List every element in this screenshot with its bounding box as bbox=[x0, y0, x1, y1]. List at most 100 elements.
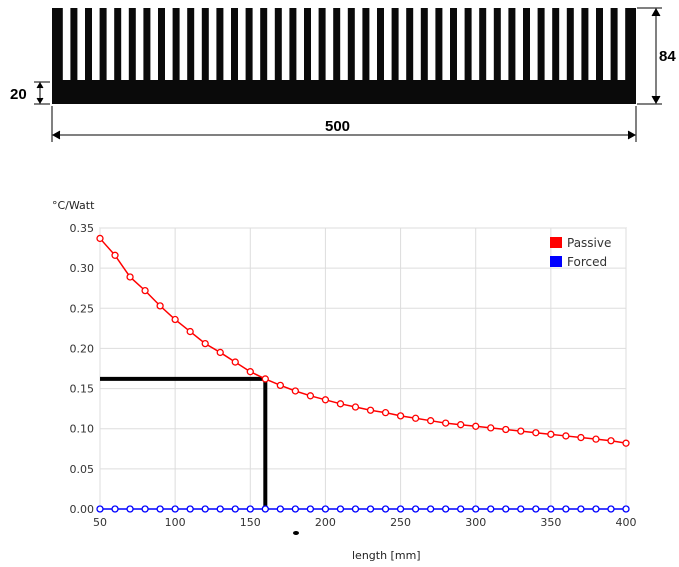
data-point-passive bbox=[547, 430, 555, 438]
dimension-lines bbox=[34, 7, 662, 142]
heatsink-fin bbox=[333, 8, 341, 82]
legend-label-forced: Forced bbox=[567, 255, 607, 269]
heatsink-fin bbox=[304, 8, 311, 82]
data-point-forced bbox=[231, 505, 239, 513]
x-axis-ticks: 50 100 150 200 250 300 350 400 bbox=[93, 516, 637, 529]
data-point-passive bbox=[607, 437, 615, 445]
heatsink-fin bbox=[362, 8, 370, 82]
y-tick-label: 0.00 bbox=[70, 503, 95, 516]
x-tick-label: 250 bbox=[390, 516, 411, 529]
heatsink-profile-drawing bbox=[52, 8, 636, 104]
heatsink-fin bbox=[245, 8, 253, 82]
data-point-forced bbox=[381, 505, 390, 513]
heatsink-fin bbox=[260, 8, 268, 82]
data-point-passive bbox=[126, 273, 134, 281]
data-point-forced bbox=[216, 505, 224, 513]
data-point-forced bbox=[351, 505, 360, 513]
heatsink-fin bbox=[216, 8, 224, 82]
data-point-forced bbox=[487, 505, 495, 513]
data-point-forced bbox=[171, 505, 179, 513]
heatsink-fin bbox=[143, 8, 151, 82]
data-point-forced bbox=[276, 505, 284, 513]
x-tick-label: 400 bbox=[616, 516, 637, 529]
heatsink-base bbox=[52, 80, 636, 104]
data-point-forced bbox=[411, 505, 420, 513]
data-point-passive bbox=[381, 409, 390, 417]
data-point-forced bbox=[577, 505, 585, 513]
data-point-passive bbox=[96, 234, 104, 243]
heatsink-fin bbox=[70, 8, 78, 82]
heatsink-fin bbox=[552, 8, 560, 82]
data-point-passive bbox=[622, 439, 630, 447]
chart-series bbox=[96, 234, 630, 513]
y-tick-label: 0.30 bbox=[70, 262, 95, 275]
data-point-forced bbox=[607, 505, 615, 513]
data-point-forced bbox=[96, 505, 104, 513]
heatsink-fin bbox=[128, 8, 136, 82]
x-tick-label: 300 bbox=[465, 516, 486, 529]
data-point-passive bbox=[532, 429, 540, 437]
legend-label-passive: Passive bbox=[567, 236, 611, 250]
heatsink-fin bbox=[289, 8, 297, 82]
heatsink-fin bbox=[625, 8, 633, 82]
data-point-forced bbox=[141, 505, 149, 513]
heatsink-fin bbox=[420, 8, 428, 82]
data-point-passive bbox=[291, 387, 300, 395]
data-point-passive bbox=[592, 435, 600, 443]
data-point-passive bbox=[502, 425, 510, 434]
heatsink-fin bbox=[630, 8, 636, 82]
data-point-passive bbox=[487, 424, 495, 432]
data-point-passive bbox=[276, 381, 284, 390]
data-point-forced bbox=[592, 505, 600, 513]
y-tick-label: 0.15 bbox=[70, 383, 95, 396]
data-point-forced bbox=[126, 505, 134, 513]
data-point-forced bbox=[246, 505, 254, 513]
heatsink-fin bbox=[464, 8, 472, 82]
heatsink-fin bbox=[187, 8, 195, 82]
x-tick-label: 50 bbox=[93, 516, 107, 529]
data-point-passive bbox=[171, 315, 179, 324]
heatsink-fin bbox=[391, 8, 399, 82]
heatsink-fin bbox=[347, 8, 355, 82]
y-tick-label: 0.25 bbox=[70, 302, 95, 315]
data-point-passive bbox=[201, 339, 209, 348]
data-point-forced bbox=[547, 505, 555, 513]
data-point-forced bbox=[532, 505, 540, 513]
data-point-passive bbox=[261, 375, 269, 383]
heatsink-fin bbox=[231, 8, 238, 82]
data-point-passive bbox=[156, 302, 164, 310]
data-point-forced bbox=[562, 505, 570, 513]
data-point-forced bbox=[426, 505, 435, 513]
data-point-passive bbox=[457, 421, 465, 429]
data-point-forced bbox=[457, 505, 465, 513]
heatsink-fin bbox=[450, 8, 457, 82]
x-tick-label: 200 bbox=[315, 516, 336, 529]
data-point-passive bbox=[351, 403, 360, 411]
data-point-forced bbox=[366, 505, 375, 513]
heatsink-fin bbox=[85, 8, 92, 82]
heatsink-fin bbox=[52, 8, 58, 82]
heatsink-fin bbox=[274, 8, 282, 82]
data-point-passive bbox=[472, 422, 480, 430]
y-axis-ticks: 0.00 0.05 0.10 0.15 0.20 0.25 0.30 0.35 bbox=[70, 222, 95, 516]
legend-swatch-forced bbox=[550, 256, 562, 267]
data-point-forced bbox=[622, 505, 630, 513]
heatsink-fin bbox=[158, 8, 165, 82]
heatsink-fin bbox=[523, 8, 530, 82]
heatsink-fin bbox=[172, 8, 180, 82]
y-tick-label: 0.20 bbox=[70, 342, 95, 355]
data-point-passive bbox=[186, 327, 194, 336]
heatsink-fin bbox=[508, 8, 516, 82]
y-axis-label: °C/Watt bbox=[52, 199, 95, 212]
data-point-passive bbox=[336, 400, 345, 408]
heatsink-fin bbox=[201, 8, 209, 82]
data-point-passive bbox=[111, 251, 119, 259]
data-point-forced bbox=[321, 505, 330, 513]
heatsink-fin bbox=[377, 8, 384, 82]
data-point-forced bbox=[502, 505, 510, 513]
data-point-passive bbox=[426, 417, 435, 425]
heatsink-fin bbox=[596, 8, 603, 82]
data-point-passive bbox=[562, 432, 570, 440]
heatsink-fin bbox=[537, 8, 545, 82]
